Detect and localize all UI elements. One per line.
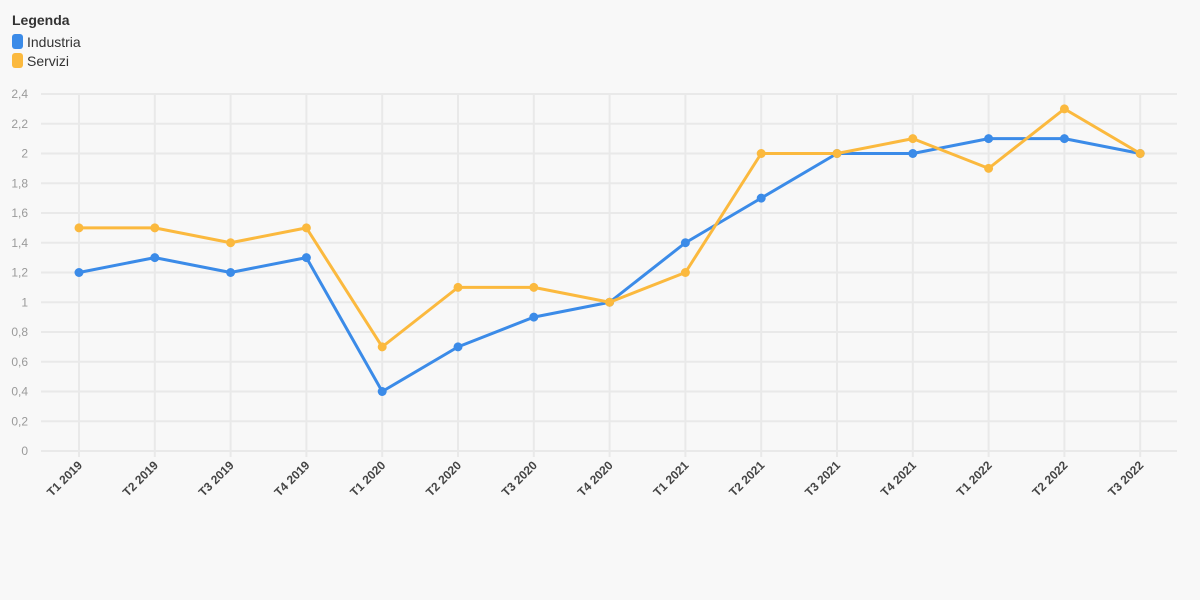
legend-label-industria: Industria xyxy=(27,33,81,50)
y-tick-label: 2,4 xyxy=(11,87,28,101)
x-tick-label: T1 2022 xyxy=(954,458,995,499)
y-tick-label: 1,4 xyxy=(11,236,28,250)
data-point-servizi xyxy=(226,238,236,248)
legend-label-servizi: Servizi xyxy=(27,52,70,69)
legend-title: Legenda xyxy=(12,12,70,28)
data-point-servizi xyxy=(984,163,994,173)
data-point-servizi xyxy=(908,134,918,144)
legend: Legenda Industria Servizi xyxy=(12,12,81,70)
data-point-industria xyxy=(680,238,690,248)
data-point-industria xyxy=(529,312,539,322)
data-point-servizi xyxy=(756,149,766,158)
x-tick-label: T2 2020 xyxy=(423,458,464,499)
data-point-servizi xyxy=(301,223,311,233)
data-point-industria xyxy=(908,149,918,158)
data-point-industria xyxy=(301,253,311,263)
data-point-servizi xyxy=(377,342,387,352)
data-point-industria xyxy=(984,134,994,144)
x-tick-label: T4 2019 xyxy=(271,458,312,499)
data-point-industria xyxy=(1059,134,1069,144)
x-tick-label: T1 2019 xyxy=(44,458,85,499)
x-tick-label: T1 2020 xyxy=(347,458,388,499)
data-point-industria xyxy=(377,387,387,396)
y-tick-label: 1,6 xyxy=(11,206,28,220)
data-point-servizi xyxy=(605,297,615,307)
x-tick-label: T1 2021 xyxy=(650,458,691,499)
x-tick-label: T3 2022 xyxy=(1105,458,1146,499)
y-tick-label: 0,4 xyxy=(11,385,28,399)
data-point-industria xyxy=(756,193,766,203)
y-tick-label: 0,8 xyxy=(11,325,28,339)
x-tick-label: T4 2021 xyxy=(878,458,919,499)
legend-swatch-servizi xyxy=(12,53,23,68)
data-point-industria xyxy=(226,268,236,277)
y-tick-label: 0,6 xyxy=(11,355,28,369)
legend-item-industria[interactable]: Industria xyxy=(12,32,81,51)
x-tick-label: T2 2019 xyxy=(120,458,161,499)
data-point-industria xyxy=(74,268,84,277)
x-tick-label: T4 2020 xyxy=(575,458,616,499)
data-point-industria xyxy=(453,342,463,352)
x-tick-label: T3 2019 xyxy=(196,458,237,499)
data-point-servizi xyxy=(453,282,463,292)
data-point-servizi xyxy=(150,223,160,233)
y-tick-label: 2,2 xyxy=(11,117,28,131)
data-point-servizi xyxy=(1135,149,1145,158)
y-tick-label: 1,2 xyxy=(11,266,28,280)
y-tick-label: 1 xyxy=(21,295,28,309)
x-tick-label: T3 2021 xyxy=(802,458,843,499)
y-tick-label: 0,2 xyxy=(11,414,28,428)
legend-item-servizi[interactable]: Servizi xyxy=(12,51,81,70)
x-tick-label: T3 2020 xyxy=(499,458,540,499)
data-point-servizi xyxy=(1059,104,1069,114)
data-point-servizi xyxy=(680,268,690,277)
data-point-industria xyxy=(150,253,160,263)
data-point-servizi xyxy=(529,282,539,292)
y-tick-label: 2 xyxy=(21,147,28,161)
data-point-servizi xyxy=(74,223,84,233)
data-point-servizi xyxy=(832,149,842,158)
x-tick-label: T2 2022 xyxy=(1029,458,1070,499)
x-tick-label: T2 2021 xyxy=(726,458,767,499)
y-tick-label: 1,8 xyxy=(11,176,28,190)
legend-swatch-industria xyxy=(12,34,23,49)
y-tick-label: 0 xyxy=(21,444,28,458)
